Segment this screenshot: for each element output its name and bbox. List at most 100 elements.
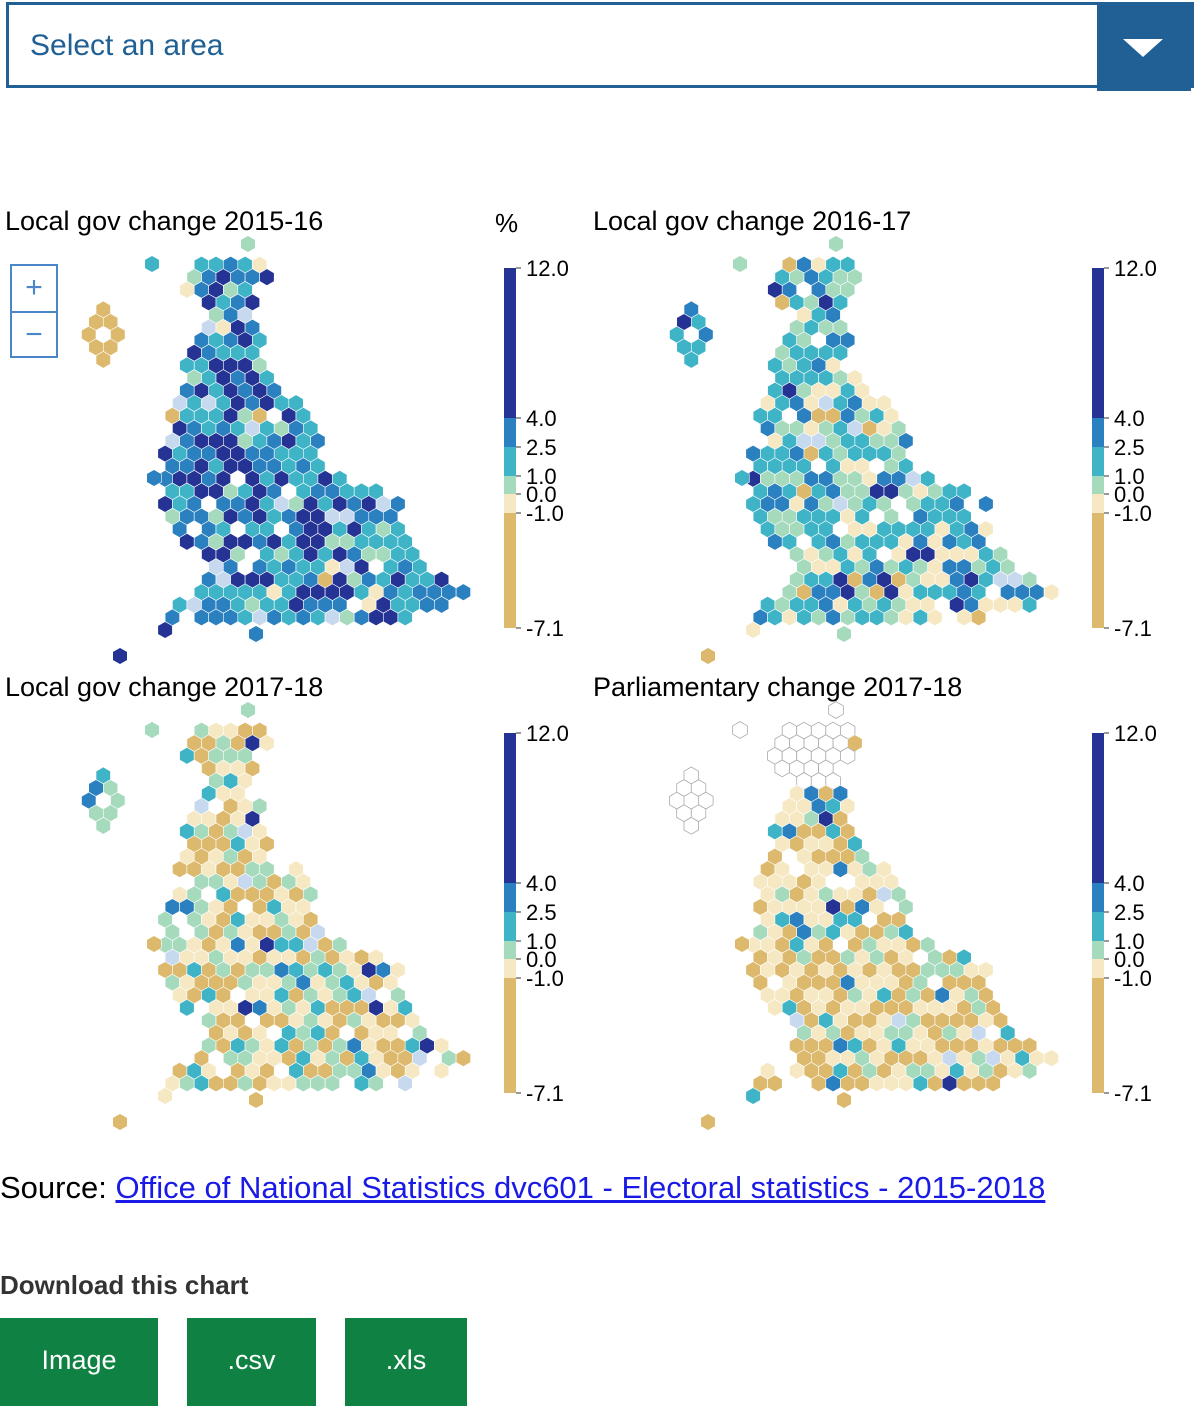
legend-tick-label: -1.0 (1114, 966, 1152, 991)
area-hex[interactable] (248, 1091, 264, 1109)
area-hex[interactable] (112, 647, 128, 665)
area-hex[interactable] (1021, 1062, 1038, 1080)
legend-swatch (1092, 447, 1104, 476)
hex-map-local-gov-2017-18[interactable] (0, 0, 475, 1135)
area-hex[interactable] (157, 1087, 173, 1105)
map-title-2017-18: Local gov change 2017-18 (5, 672, 324, 702)
area-hex[interactable] (112, 1113, 128, 1131)
area-hex[interactable] (828, 235, 844, 253)
area-hex[interactable] (836, 625, 852, 643)
area-hex[interactable] (455, 583, 471, 601)
area-hex[interactable] (397, 1074, 413, 1093)
area-select-placeholder: Select an area (30, 29, 224, 62)
legend-tick-label: 12.0 (526, 256, 569, 281)
legend-swatch (504, 513, 516, 628)
zoom-out-button[interactable]: − (25, 318, 43, 351)
area-hex[interactable] (828, 701, 844, 719)
legend-tick-label: 4.0 (1114, 406, 1145, 431)
area-hex[interactable] (745, 621, 761, 639)
area-hex[interactable] (745, 1087, 761, 1105)
area-hex[interactable] (927, 608, 943, 627)
legend-tick-label: 1.0 (526, 929, 557, 954)
area-hex[interactable] (767, 1074, 783, 1093)
legend-tick-label: 2.5 (1114, 900, 1145, 925)
hex-map-local-gov-2015-16[interactable] (0, 0, 475, 669)
area-hex[interactable] (978, 495, 994, 513)
download-xls-button[interactable]: .xls (345, 1318, 467, 1406)
legend-tick-label: -1.0 (526, 966, 564, 991)
area-hex[interactable] (146, 935, 162, 953)
legend-swatch (504, 959, 516, 978)
hex-map-parliamentary-2017-18[interactable] (0, 0, 1063, 1135)
legend-swatch (1092, 418, 1104, 447)
area-hex[interactable] (732, 721, 748, 739)
legend-swatch (1092, 959, 1104, 978)
legend-swatch (1092, 476, 1104, 494)
area-hex[interactable] (455, 1049, 471, 1067)
legend-tick-label: 0.0 (526, 482, 557, 507)
area-hex[interactable] (1043, 1049, 1059, 1067)
area-hex[interactable] (324, 1074, 341, 1093)
area-select[interactable]: Select an area (6, 2, 1194, 91)
area-hex[interactable] (970, 608, 987, 627)
legend-tick-label: -7.1 (526, 616, 564, 641)
zoom-in-button[interactable]: + (12, 266, 56, 313)
legend-tick-label: -7.1 (526, 1081, 564, 1106)
area-hex[interactable] (774, 759, 790, 778)
area-hex[interactable] (248, 625, 264, 643)
area-hex[interactable] (259, 734, 275, 752)
area-hex[interactable] (683, 816, 699, 835)
area-hex[interactable] (683, 300, 699, 319)
select-dropdown-button[interactable] (1097, 2, 1191, 91)
area-hex[interactable] (836, 1091, 852, 1109)
area-hex[interactable] (700, 1113, 716, 1131)
area-hex[interactable] (734, 469, 750, 487)
area-hex[interactable] (1043, 583, 1059, 601)
area-hex[interactable] (259, 268, 275, 286)
area-hex[interactable] (95, 351, 111, 369)
area-hex[interactable] (732, 255, 748, 273)
legend-swatch (1092, 494, 1104, 513)
area-hex[interactable] (95, 300, 111, 319)
area-hex[interactable] (240, 701, 256, 719)
map-title-parliamentary-2017-18: Parliamentary change 2017-18 (593, 672, 963, 702)
area-hex[interactable] (368, 1074, 384, 1093)
area-hex[interactable] (683, 351, 699, 369)
area-hex[interactable] (683, 766, 699, 785)
legend-tick-label: -7.1 (1114, 1081, 1152, 1106)
legend-swatch (504, 941, 516, 959)
source-link[interactable]: Office of National Statistics dvc601 - E… (115, 1170, 1046, 1205)
area-hex[interactable] (157, 621, 173, 639)
legend-swatch (504, 418, 516, 447)
download-csv-button[interactable]: .csv (187, 1318, 316, 1406)
area-hex[interactable] (397, 608, 413, 627)
area-hex[interactable] (1021, 596, 1038, 614)
area-hex[interactable] (144, 255, 160, 273)
legend-swatch (1092, 912, 1104, 941)
area-hex[interactable] (985, 1074, 1001, 1093)
legend-swatch (504, 268, 516, 418)
area-hex[interactable] (240, 235, 256, 253)
area-hex[interactable] (433, 1062, 450, 1080)
legend-swatch (504, 447, 516, 476)
legend-tick-label: 4.0 (1114, 871, 1145, 896)
area-hex[interactable] (700, 647, 716, 665)
area-hex[interactable] (840, 746, 856, 765)
source-line: Source: Office of National Statistics dv… (0, 1170, 1045, 1206)
area-hex[interactable] (734, 935, 750, 953)
area-hex[interactable] (433, 596, 450, 614)
legend-swatch (1092, 941, 1104, 959)
chevron-down-icon (1123, 39, 1163, 57)
unit-label: % (495, 208, 519, 238)
download-image-button[interactable]: Image (0, 1318, 158, 1406)
area-hex[interactable] (95, 817, 111, 835)
legend-tick-label: 1.0 (1114, 464, 1145, 489)
hex-map-local-gov-2016-17[interactable] (0, 0, 1063, 669)
color-legend-3: 12.0 4.0 2.5 1.00.0-1.0 -7.1 (504, 721, 569, 1106)
area-hex[interactable] (95, 766, 111, 785)
area-hex[interactable] (179, 999, 195, 1017)
area-hex[interactable] (146, 469, 162, 487)
area-hex[interactable] (144, 721, 160, 739)
legend-swatch (504, 476, 516, 494)
legend-tick-label: 2.5 (526, 435, 557, 460)
